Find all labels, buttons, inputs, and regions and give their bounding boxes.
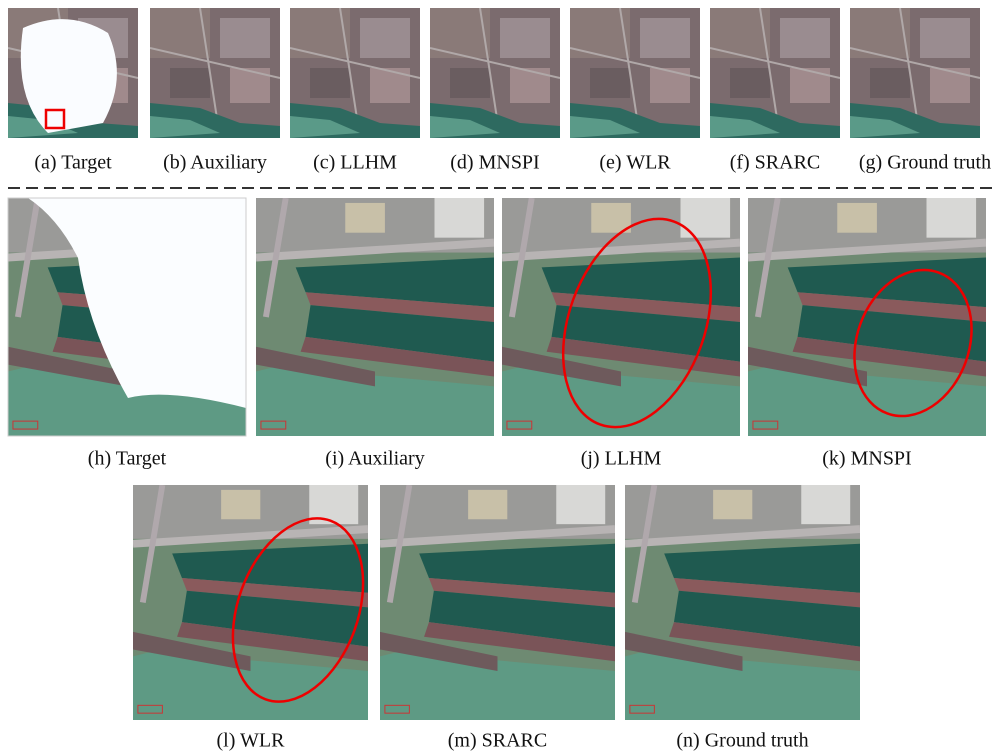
panel-caption: (i) Auxiliary [325,448,424,470]
cloud [21,19,117,133]
panel-caption: (j) LLHM [581,448,662,470]
panel-caption: (h) Target [88,448,167,470]
panel-image [290,8,420,138]
panel-image [625,485,860,720]
figure-canvas: (a) Target (b) Auxiliary (c) LLHM (d) MNSPI… [0,0,1001,755]
panel-caption: (b) Auxiliary [163,152,267,174]
panel-caption: (l) WLR [217,730,286,752]
panel-caption: (f) SRARC [730,152,821,174]
panel-caption: (m) SRARC [448,730,547,752]
panel-caption: (k) MNSPI [822,448,911,470]
panel-caption: (d) MNSPI [450,152,539,174]
panel-caption: (c) LLHM [313,152,397,174]
panel-image [256,198,494,436]
panel-image [850,8,980,138]
figure: (a) Target (b) Auxiliary (c) LLHM (d) MNSPI… [0,0,1001,755]
panel-caption: (e) WLR [599,152,671,174]
panel-caption: (g) Ground truth [859,152,991,174]
panel-caption: (n) Ground truth [676,730,808,752]
panel-image [570,8,700,138]
panel-image [150,8,280,138]
panel-image [430,8,560,138]
panel-image [710,8,840,138]
panel-caption: (a) Target [34,152,112,174]
panel-image [380,485,615,720]
panel-image [133,485,368,720]
